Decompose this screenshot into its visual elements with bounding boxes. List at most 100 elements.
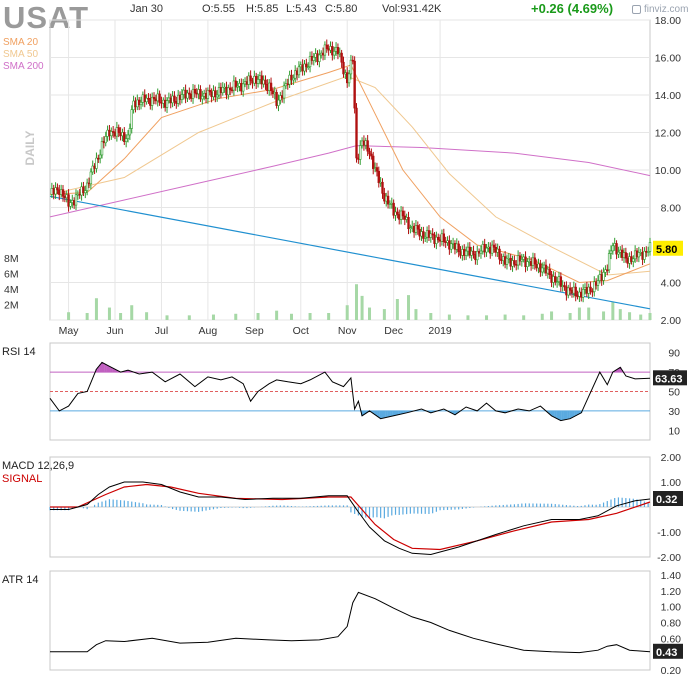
candle — [570, 287, 574, 298]
candle — [355, 103, 358, 163]
candle — [561, 280, 564, 292]
candle-body — [357, 157, 360, 160]
volume-tick-label: 2M — [4, 299, 19, 311]
candle — [98, 149, 102, 164]
candle — [604, 265, 607, 277]
candle — [479, 245, 483, 259]
candle-body — [632, 258, 635, 262]
candle-body — [615, 243, 618, 255]
candle-body — [598, 274, 602, 281]
candle — [294, 65, 297, 83]
candle — [97, 154, 100, 163]
candle-body — [619, 249, 622, 253]
candle — [318, 49, 321, 68]
candle — [89, 168, 93, 190]
candle — [463, 244, 466, 261]
candle — [269, 77, 273, 96]
volume-bar — [289, 313, 293, 320]
candle — [483, 238, 486, 258]
candle-body — [516, 255, 520, 266]
x-tick-label: Jul — [155, 325, 168, 337]
candle — [227, 84, 230, 100]
candle-body — [318, 54, 321, 62]
candle — [50, 182, 54, 198]
sma200-line — [49, 145, 651, 218]
legend-sma200: SMA 200 — [3, 61, 44, 72]
candle-body — [54, 187, 57, 195]
candle — [334, 42, 338, 56]
candle — [204, 87, 208, 104]
candle — [327, 44, 330, 56]
candle — [249, 70, 252, 86]
volume-bar — [540, 313, 544, 320]
candle-body — [466, 246, 470, 252]
candle — [617, 246, 620, 259]
candle — [399, 206, 403, 225]
candle-body — [388, 203, 392, 205]
candle-body — [150, 96, 154, 106]
x-tick-label: Nov — [338, 325, 357, 337]
candle — [457, 240, 460, 258]
macd-panel-title: MACD 12,26,9 — [2, 460, 75, 472]
candle-body — [383, 193, 386, 202]
candle — [628, 252, 631, 269]
candle — [498, 245, 501, 265]
candle-body — [544, 264, 548, 274]
candle — [141, 91, 145, 107]
candle — [453, 240, 457, 255]
candle-body — [156, 93, 159, 102]
candle-body — [613, 243, 616, 247]
candle — [76, 190, 80, 200]
candle — [396, 207, 399, 219]
candle-body — [375, 167, 379, 172]
candle — [607, 249, 611, 274]
candle — [594, 278, 598, 290]
legend-sma20: SMA 20 — [3, 37, 39, 48]
candle-body — [533, 257, 537, 265]
volume-value: Vol:931.42K — [382, 3, 442, 15]
candle — [286, 78, 289, 90]
candle — [247, 72, 250, 90]
candle — [403, 210, 406, 226]
candle-body — [254, 75, 258, 84]
candle-body — [279, 95, 282, 101]
candle-body — [498, 248, 501, 260]
candle-body — [294, 70, 297, 79]
candle — [184, 84, 187, 104]
volume-bar — [628, 312, 632, 320]
ticker-symbol[interactable]: USAT — [3, 0, 90, 35]
candle-body — [500, 258, 503, 262]
atr-tick-label: 1.40 — [661, 570, 682, 582]
atr-tick-label: 1.00 — [661, 602, 682, 614]
candle — [507, 252, 511, 264]
candle-body — [377, 170, 380, 183]
candle-body — [344, 72, 347, 75]
candle — [461, 245, 464, 261]
candle — [477, 248, 481, 257]
candle-body — [286, 83, 289, 86]
candle — [381, 178, 384, 199]
candle — [150, 92, 154, 111]
candle-body — [336, 47, 340, 55]
candle — [182, 86, 185, 100]
candle — [476, 245, 479, 265]
candle — [188, 87, 191, 100]
candle-body — [58, 189, 61, 195]
candle — [372, 151, 375, 175]
candle — [383, 187, 386, 205]
candle — [565, 281, 568, 301]
candle-body — [227, 87, 230, 96]
candle — [596, 275, 600, 291]
candle-body — [513, 260, 516, 265]
candle-body — [431, 233, 434, 236]
atr-last-label: 0.43 — [656, 647, 677, 659]
volume-bar — [187, 315, 191, 320]
candle — [342, 56, 345, 78]
candle — [435, 231, 438, 250]
candle-body — [349, 59, 353, 75]
candle — [223, 83, 226, 93]
brand-link[interactable]: finviz.com — [644, 4, 689, 15]
candle-body — [126, 134, 130, 139]
candle-body — [479, 250, 483, 254]
candle — [544, 259, 548, 277]
